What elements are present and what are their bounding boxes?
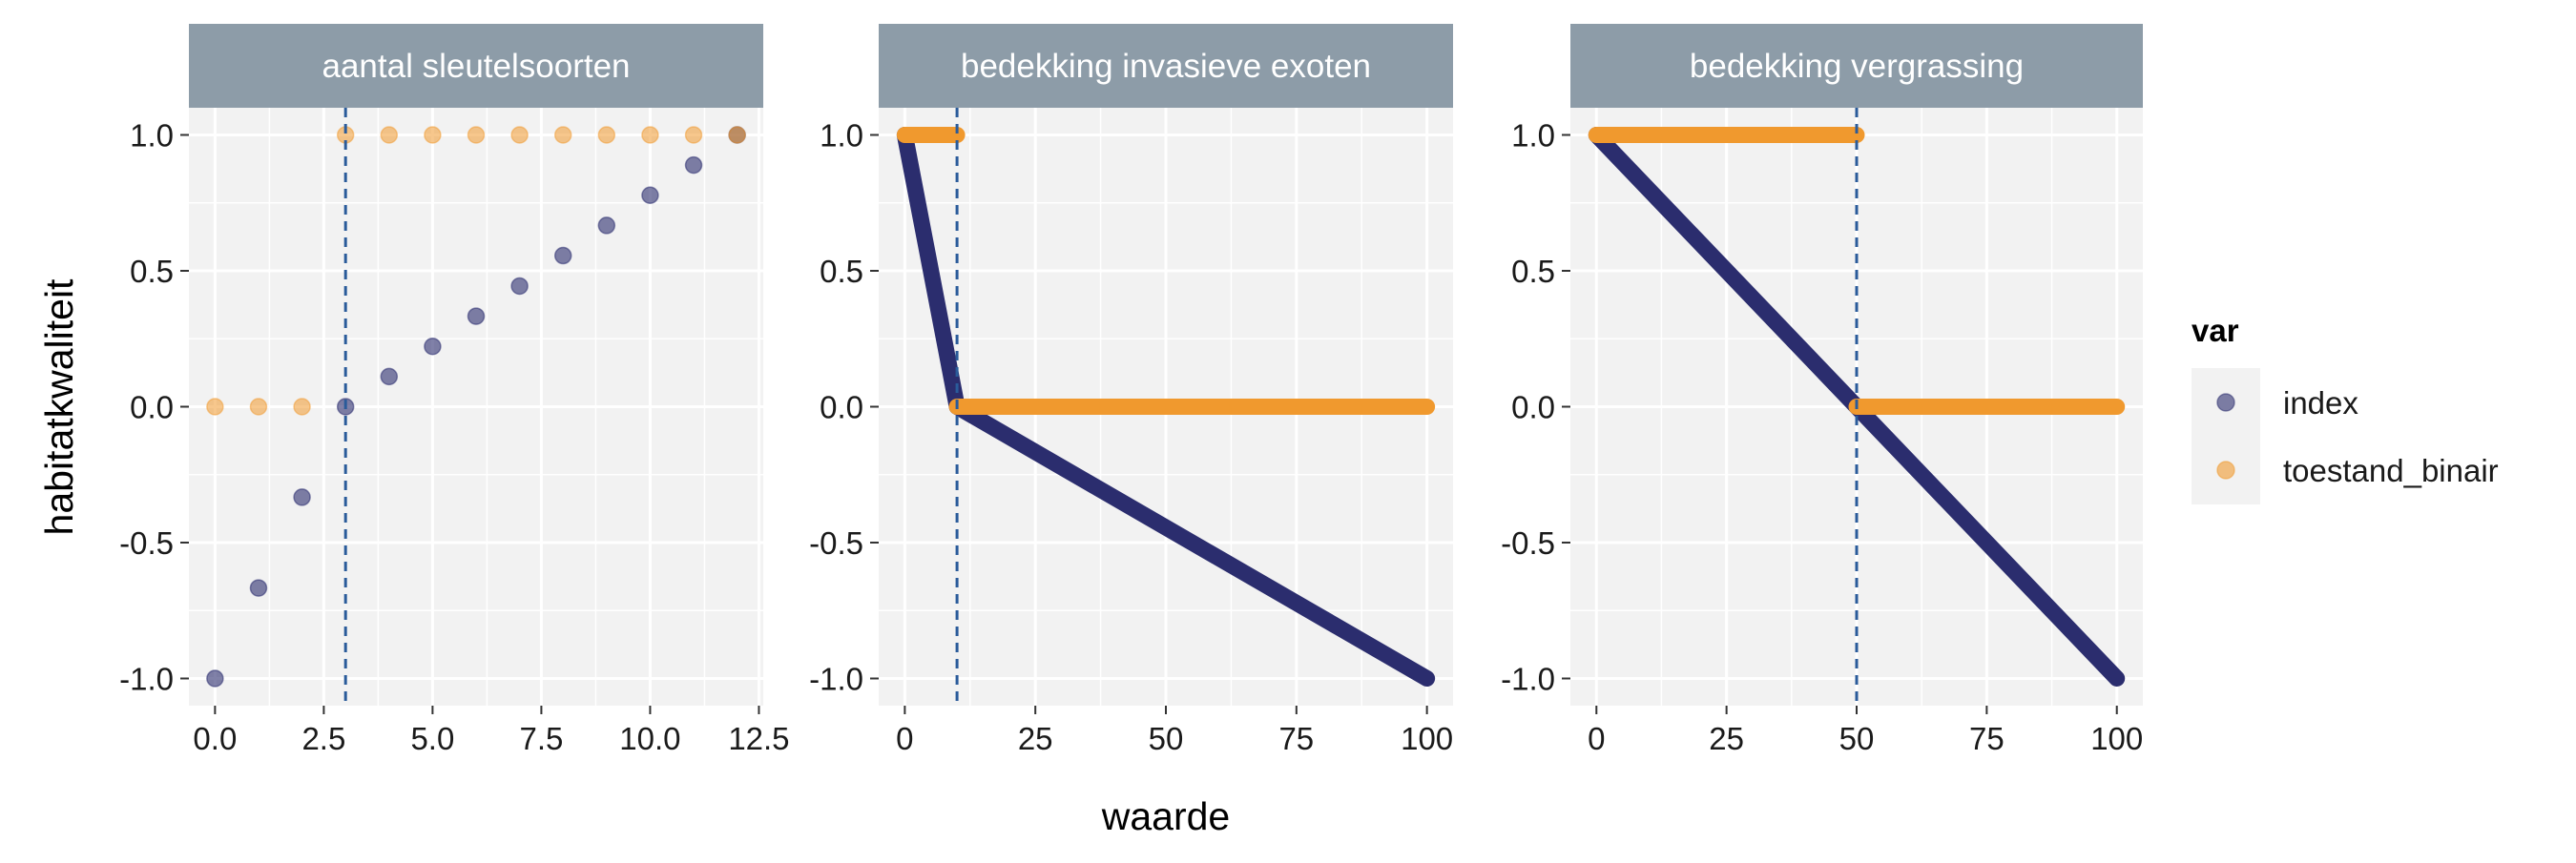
x-tick-label: 25 [1709, 721, 1744, 756]
facet-strip-label: aantal sleutelsoorten [322, 48, 631, 85]
x-tick-label: 2.5 [301, 721, 345, 756]
panel-1: aantal sleutelsoorten -1.0 -0.5 0.0 0.5 1.0 0.… [119, 24, 790, 756]
y-tick-label: 1.0 [1511, 118, 1555, 154]
x-tick-label: 50 [1839, 721, 1875, 756]
y-tick-label: -0.5 [119, 525, 174, 561]
x-tick-label: 75 [1278, 721, 1314, 756]
y-tick-label: 0.5 [1511, 254, 1555, 289]
x-tick-label: 50 [1149, 721, 1184, 756]
facet-strip-label: bedekking vergrassing [1690, 48, 2024, 85]
legend-key-index [2216, 393, 2235, 412]
x-tick-label: 100 [2090, 721, 2143, 756]
facet-strip [1570, 24, 2143, 108]
panel-2: bedekking invasieve exoten -1.0 -0.5 0.0 0.5… [809, 24, 1453, 756]
data-point-toestand-binair [206, 398, 224, 416]
y-tick-label: -0.5 [1501, 525, 1555, 561]
data-point-toestand-binair [553, 126, 572, 144]
x-tick-label: 5.0 [410, 721, 454, 756]
data-point-index [684, 155, 703, 175]
panel-3: bedekking vergrassing -1.0 -0.5 0.0 0.5 1.0 0 2… [1501, 24, 2143, 756]
y-tick-label: -1.0 [1501, 662, 1555, 697]
facet-strip [879, 24, 1453, 108]
y-axis-title: habitatkwaliteit [37, 278, 81, 536]
y-tick-label: 0.0 [820, 390, 863, 425]
legend-label: index [2283, 385, 2358, 421]
data-point-toestand-binair [641, 126, 659, 144]
facet-strip [189, 24, 763, 108]
data-point-index [206, 669, 224, 688]
data-point-toestand-binair [597, 126, 616, 144]
data-point-index [597, 216, 616, 235]
data-point-toestand-binair [510, 126, 529, 144]
data-point-toestand-binair [293, 398, 311, 416]
data-point-index [293, 488, 311, 506]
data-point-toestand-binair [684, 126, 703, 144]
data-point-index [467, 307, 486, 325]
x-tick-label: 12.5 [728, 721, 789, 756]
data-point-index [510, 277, 529, 296]
data-point-index [380, 367, 399, 386]
y-tick-label: 0.5 [130, 254, 174, 289]
y-tick-label: 0.5 [820, 254, 863, 289]
y-tick-label: 1.0 [820, 118, 863, 154]
x-tick-label: 7.5 [519, 721, 563, 756]
legend-title: var [2192, 313, 2239, 348]
data-point-toestand-binair [380, 126, 399, 144]
legend-key-toestand-binair [2216, 461, 2235, 480]
x-tick-label: 0 [1588, 721, 1605, 756]
y-tick-label: 0.0 [1511, 390, 1555, 425]
y-tick-label: 0.0 [130, 390, 174, 425]
data-point-toestand-binair [728, 126, 746, 144]
y-tick-label: -0.5 [809, 525, 863, 561]
data-point-index [249, 579, 268, 597]
x-tick-label: 75 [1969, 721, 2005, 756]
x-axis-title: waarde [1101, 794, 1230, 838]
x-tick-label: 100 [1401, 721, 1453, 756]
data-point-index [641, 186, 659, 205]
facet-strip-label: bedekking invasieve exoten [961, 48, 1371, 85]
data-point-index [424, 337, 442, 356]
y-tick-label: 1.0 [130, 118, 174, 154]
x-tick-label: 25 [1018, 721, 1053, 756]
data-point-toestand-binair [467, 126, 486, 144]
x-tick-label: 0 [896, 721, 913, 756]
data-point-index [553, 246, 572, 265]
y-tick-label: -1.0 [809, 662, 863, 697]
legend-label: toestand_binair [2283, 453, 2499, 488]
x-tick-label: 0.0 [193, 721, 237, 756]
data-point-toestand-binair [424, 126, 442, 144]
legend: var index toestand_binair [2192, 313, 2499, 504]
y-tick-label: -1.0 [119, 662, 174, 697]
x-tick-label: 10.0 [619, 721, 680, 756]
data-point-toestand-binair [249, 398, 268, 416]
